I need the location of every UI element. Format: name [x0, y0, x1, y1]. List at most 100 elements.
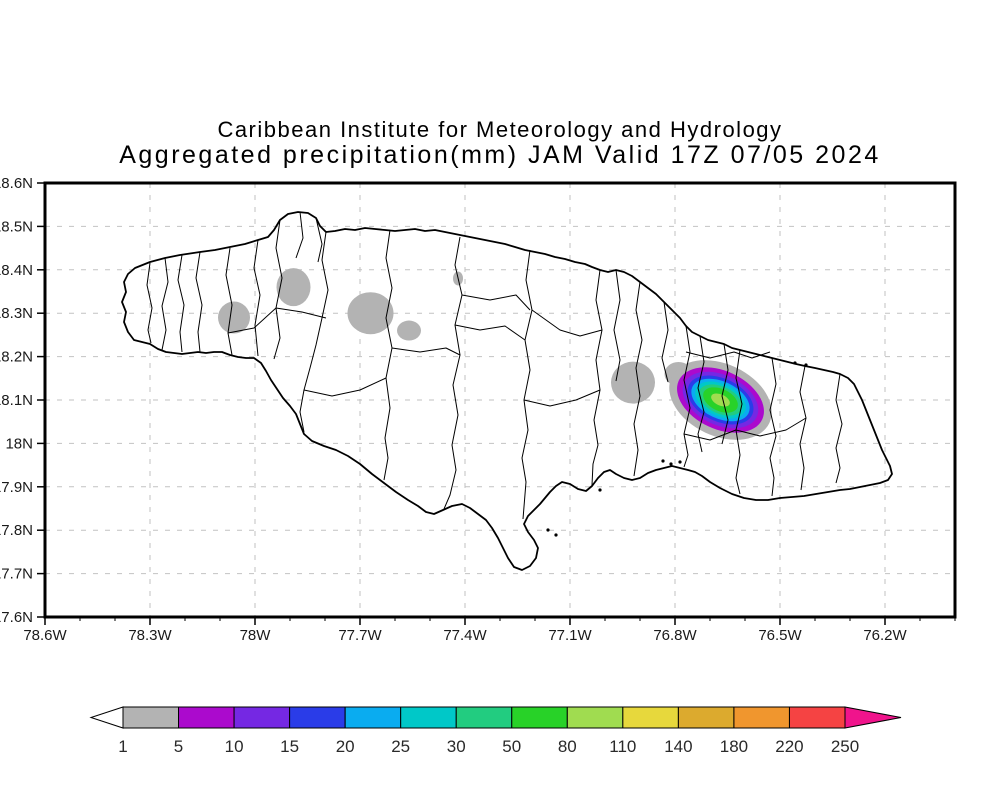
watershed-boundary	[799, 365, 807, 491]
y-axis-label: 18.6N	[0, 175, 33, 192]
colorbar-label: 5	[174, 737, 183, 756]
colorbar-label: 140	[664, 737, 692, 756]
islet-dot	[804, 363, 808, 367]
watershed-boundary	[461, 294, 531, 311]
watershed-boundary	[391, 347, 461, 356]
x-axis-label: 78.6W	[23, 627, 67, 644]
y-axis-label: 18.1N	[0, 392, 33, 409]
precip-cell-gray	[218, 301, 250, 334]
watershed-boundary	[225, 247, 233, 356]
colorbar-segment-10mm	[233, 706, 291, 729]
colorbar-label: 10	[225, 737, 244, 756]
colorbar-label: 220	[775, 737, 803, 756]
watershed-boundary	[835, 373, 843, 484]
colorbar-label: 15	[280, 737, 299, 756]
y-axis-label: 17.9N	[0, 479, 33, 496]
watershed-boundary	[195, 251, 203, 353]
y-axis-label: 17.7N	[0, 566, 33, 583]
colorbar-segment-50mm	[511, 706, 568, 729]
x-axis-label: 78W	[240, 627, 272, 644]
colorbar-segment-30mm	[455, 706, 513, 729]
precip-cell-gray	[611, 361, 655, 404]
watershed-boundary	[683, 325, 691, 468]
watershed-boundary	[383, 229, 393, 481]
watershed-boundary	[227, 307, 277, 334]
colorbar-segment-220mm	[788, 706, 846, 729]
colorbar-segment-80mm	[566, 706, 624, 729]
colorbar-label: 20	[336, 737, 355, 756]
colorbar-label: 80	[558, 737, 577, 756]
islet-dot	[598, 488, 602, 492]
islet-dot	[669, 462, 673, 466]
watershed-boundary	[443, 236, 463, 510]
colorbar-segment-15mm	[289, 706, 346, 729]
colorbar-label: 1	[118, 737, 127, 756]
y-axis-label: 18.3N	[0, 305, 33, 322]
watershed-boundary	[295, 211, 304, 259]
y-axis-label: 18N	[5, 435, 33, 452]
watershed-boundary	[685, 351, 771, 359]
colorbar-segment-25mm	[400, 706, 457, 729]
watershed-boundary	[275, 307, 327, 319]
watershed-boundary	[273, 219, 283, 360]
islet-dot	[661, 459, 665, 463]
watershed-boundary	[683, 417, 807, 441]
product-title: Aggregated precipitation(mm) JAM Valid 1…	[119, 141, 881, 169]
watershed-boundary	[161, 257, 169, 351]
watershed-boundary	[531, 309, 603, 337]
colorbar-segment-110mm	[622, 706, 679, 729]
precip-cell-gray	[397, 320, 421, 341]
watershed-boundary	[769, 357, 777, 497]
watershed-boundary	[721, 343, 729, 445]
watershed-boundary	[523, 389, 601, 407]
islet-dot	[678, 460, 682, 464]
x-axis-label: 76.2W	[863, 627, 907, 644]
colorbar-segment-5mm	[178, 706, 235, 729]
watershed-boundary	[633, 281, 643, 477]
y-axis-label: 17.8N	[0, 522, 33, 539]
colorbar-segment-180mm	[733, 706, 790, 729]
y-axis-label: 17.6N	[0, 609, 33, 626]
y-axis-label: 18.2N	[0, 349, 33, 366]
watershed-boundary	[299, 231, 329, 433]
colorbar-label: 30	[447, 737, 466, 756]
watershed-boundary	[591, 269, 603, 486]
y-axis-label: 18.4N	[0, 262, 33, 279]
x-axis-label: 77.4W	[443, 627, 487, 644]
watershed-boundary	[146, 262, 153, 344]
islet-dot	[793, 361, 797, 365]
watershed-boundary	[661, 301, 669, 383]
x-axis-label: 78.3W	[128, 627, 172, 644]
watershed-boundary	[303, 377, 387, 397]
islet-dot	[546, 528, 550, 532]
colorbar-label: 180	[720, 737, 748, 756]
colorbar-label: 25	[391, 737, 410, 756]
watershed-boundary	[454, 324, 526, 341]
watershed-boundary	[613, 269, 621, 382]
colorbar-label: 110	[609, 737, 636, 756]
x-axis-label: 76.5W	[758, 627, 802, 644]
watershed-boundary	[177, 254, 185, 353]
x-axis-label: 76.8W	[653, 627, 697, 644]
precip-cell-gray	[276, 268, 311, 307]
colorbar-segment-1mm	[122, 706, 180, 729]
storm-core-contour-80mm	[711, 393, 730, 407]
colorbar-under-arrow	[89, 706, 124, 729]
colorbar-segment-20mm	[344, 706, 402, 729]
colorbar-segment-140mm	[677, 706, 735, 729]
colorbar-label: 250	[831, 737, 859, 756]
jamaica-coastline	[121, 211, 893, 571]
x-axis-label: 77.7W	[338, 627, 382, 644]
x-axis-label: 77.1W	[548, 627, 592, 644]
watershed-boundary	[253, 239, 261, 357]
colorbar-label: 50	[502, 737, 521, 756]
y-axis-label: 18.5N	[0, 218, 33, 235]
organization-title: Caribbean Institute for Meteorology and …	[217, 117, 783, 142]
watershed-boundary	[315, 217, 323, 263]
watershed-boundary	[521, 249, 533, 520]
precip-cell-gray	[347, 292, 394, 335]
colorbar-over-arrow	[844, 706, 902, 729]
islet-dot	[554, 533, 558, 537]
